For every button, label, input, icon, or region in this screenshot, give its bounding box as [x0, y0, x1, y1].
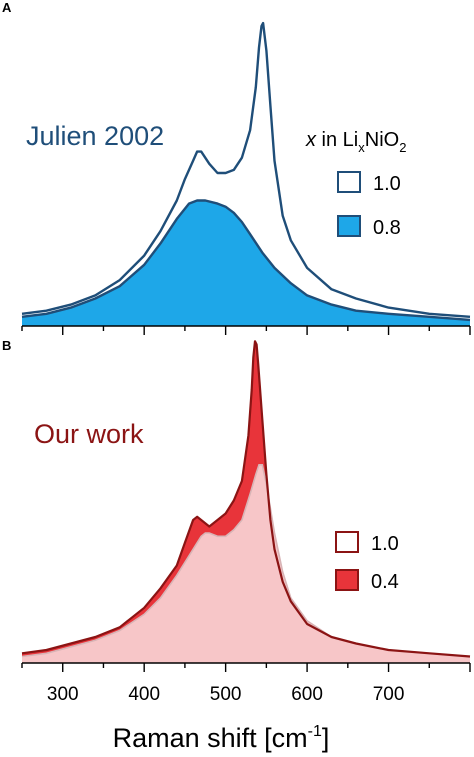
panel-b-plot	[21, 340, 471, 672]
x-tick-label: 600	[291, 684, 323, 705]
series-1.0-area	[22, 464, 470, 663]
legend-title-subscript-2: 2	[399, 140, 406, 155]
legend-label-0.4: 0.4	[371, 571, 399, 593]
legend-label-1.0: 1.0	[373, 173, 401, 195]
x-tick-label: 500	[210, 684, 242, 705]
legend-title-text: in Li	[316, 129, 358, 151]
series-0.8-line	[21, 199, 471, 322]
legend-swatch-1.0	[337, 171, 361, 193]
legend-title-text-2: NiO	[365, 129, 399, 151]
panel-a-annotation: Julien 2002	[26, 121, 164, 151]
x-tick-label: 300	[47, 684, 79, 705]
legend-title-variable: x	[305, 129, 317, 151]
series-1.0-line	[21, 21, 471, 318]
x-tick-labels: 300 400 500 600 700	[47, 684, 405, 705]
x-tick-label: 700	[373, 684, 405, 705]
legend-title-subscript: x	[358, 140, 365, 155]
series-0.4-area	[22, 341, 470, 663]
x-axis-title-sup: -1	[308, 723, 322, 740]
panel-b-legend: 1.0 0.4	[335, 531, 399, 593]
series-0.4-line	[21, 340, 471, 658]
panel-a-legend: 1.0 0.8	[337, 171, 401, 239]
legend-swatch-1.0	[335, 531, 359, 553]
series-1.0-line	[21, 464, 471, 658]
panel-b-label: B	[2, 338, 11, 353]
panel-a-plot	[21, 21, 471, 335]
legend-swatch-0.8	[337, 215, 361, 237]
x-axis-title-end: ]	[322, 723, 330, 753]
panel-a-legend-title: x in LixNiO2	[305, 129, 406, 155]
series-0.8-area	[22, 200, 470, 326]
x-tick-label: 400	[128, 684, 160, 705]
legend-label-0.8: 0.8	[373, 217, 401, 239]
x-axis-title-text: Raman shift [cm	[113, 723, 308, 753]
x-axis-title: Raman shift [cm-1]	[113, 723, 330, 753]
legend-swatch-0.4	[335, 569, 359, 591]
legend-label-1.0: 1.0	[371, 533, 399, 555]
panel-b-annotation: Our work	[34, 419, 144, 449]
panel-a-label: A	[2, 0, 12, 15]
